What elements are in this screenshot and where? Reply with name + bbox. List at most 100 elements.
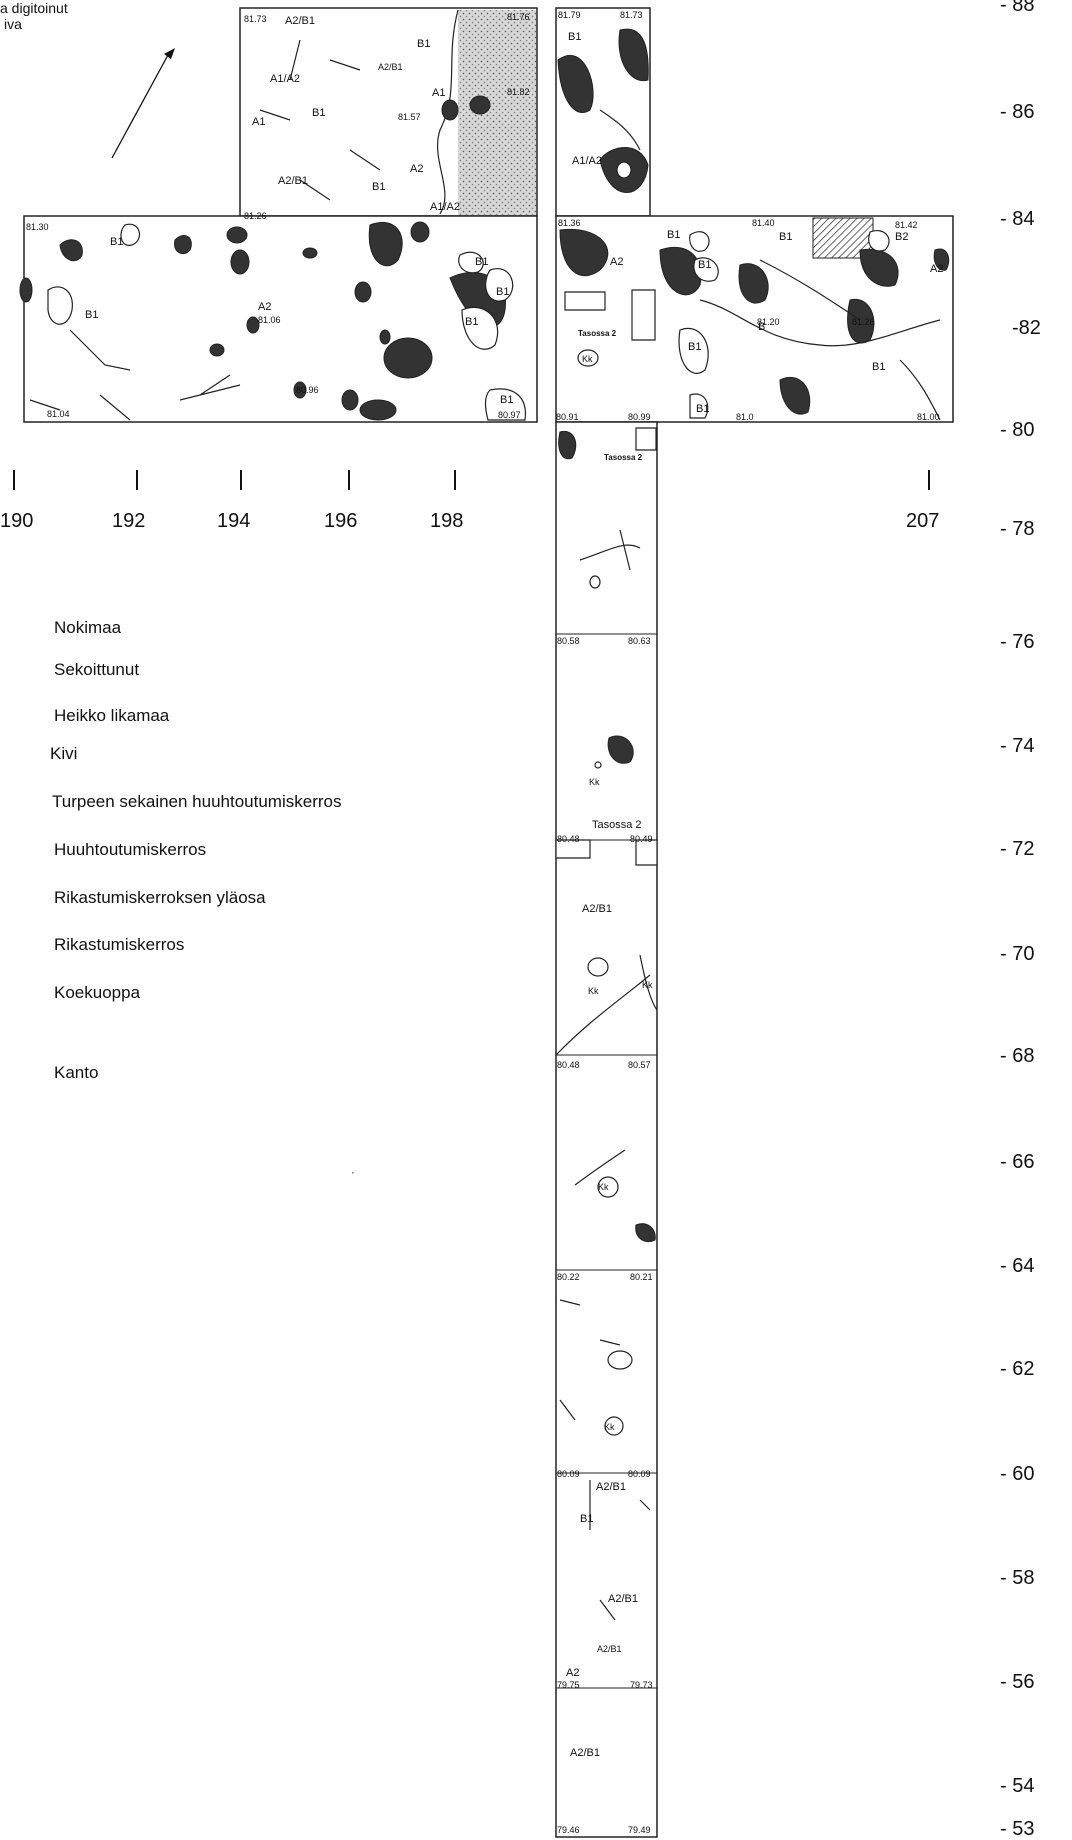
y-tick-label: - 84 [1000,208,1034,230]
map-label: A2/B1 [596,1481,626,1493]
map-label: Kk [642,980,653,990]
map-label: 80.91 [556,412,579,422]
y-tick-label: - 80 [1000,419,1034,441]
map-label: 80.48 [557,1060,580,1070]
y-tick-label: - 54 [1000,1775,1034,1797]
map-label: A2 [410,163,423,175]
map-label: A1 [252,116,265,128]
map-label: B1 [465,316,478,328]
x-tick-label: 194 [217,510,250,532]
map-label: B1 [312,107,325,119]
y-tick-label: - 78 [1000,518,1034,540]
legend-item: Koekuoppa [54,983,141,1002]
map-label: 79.49 [628,1825,651,1835]
y-tick-label: - 76 [1000,631,1034,653]
map-label: A2 [610,256,623,268]
trench-labels: Tasossa 2 80.58 80.63 Kk Tasossa 2 80.48… [557,453,653,1835]
map-label: A2/B1 [278,175,308,187]
map-label: A2/B1 [597,1644,622,1654]
map-label: 81.82 [507,87,530,97]
map-label: 80.96 [296,385,319,395]
map-label: 81.76 [507,12,530,22]
y-tick-label: - 66 [1000,1151,1034,1173]
map-label: A2 [566,1667,579,1679]
legend-item: Heikko likamaa [54,706,170,725]
y-tick-label: - 64 [1000,1255,1034,1277]
map-label: A1/A2 [430,201,460,213]
map-label: 80.63 [628,636,651,646]
map-label: Tasossa 2 [604,453,643,462]
map-label: A2/B1 [608,1593,638,1605]
map-label: 81.57 [398,112,421,122]
map-label: B1 [688,341,701,353]
map-label: A2/B1 [570,1747,600,1759]
y-tick-label: -82 [1012,317,1041,339]
map-label: B1 [475,256,488,268]
legend-item: Kivi [50,744,78,763]
map-label: Kk [598,1182,609,1192]
map-label: Tasossa 2 [592,819,642,831]
map-label: Kk [582,354,593,364]
map-label: 80.57 [628,1060,651,1070]
legend-item: Kanto [54,1063,99,1082]
map-label: 81.30 [26,222,49,232]
map-label: B1 [696,403,709,415]
map-label: 80.09 [557,1469,580,1479]
y-tick-label: - 53 [1000,1818,1034,1840]
left-block-labels: 81.30 B1 B1 A2 81.06 80.96 B1 B1 B1 81.0… [26,222,521,420]
map-label: B2 [895,231,908,243]
top-excavation-block [239,7,538,217]
long-trench [555,421,658,1838]
top-block-labels: 81.73 A2/B1 81.76 B1 A1/A2 A2/B1 A1 81.8… [244,12,530,221]
x-tick-label: 196 [324,510,357,532]
legend-item: Rikastumiskerroksen yläosa [54,888,266,907]
map-caption: a digitoinut iva [0,0,68,32]
legend-item: Turpeen sekainen huuhtoutumiskerros [52,792,342,811]
map-label: 81.36 [558,218,581,228]
y-tick-label: - 88 [1000,0,1034,16]
map-label: 80.97 [498,410,521,420]
map-label: B1 [580,1513,593,1525]
map-label: 81.26 [244,211,267,221]
map-label: B1 [500,394,513,406]
north-arrow-icon [111,48,175,159]
map-label: 80.49 [630,834,653,844]
map-label: B1 [372,181,385,193]
map-label: B1 [568,31,581,43]
map-label: 80.22 [557,1272,580,1282]
map-label: B1 [110,236,123,248]
map-label: 80.99 [628,412,651,422]
map-label: Kk [589,777,600,787]
y-tick-label: - 60 [1000,1463,1034,1485]
map-label: Tasossa 2 [578,329,617,338]
y-tick-label: - 56 [1000,1671,1034,1693]
map-label: 81.40 [752,218,775,228]
map-label: 80.21 [630,1272,653,1282]
y-tick-label: - 72 [1000,838,1034,860]
map-label: A2/B1 [378,62,403,72]
right-excavation-block [555,215,954,423]
map-label: 80.58 [557,636,580,646]
map-label: B1 [85,309,98,321]
map-label: 81.20 [757,317,780,327]
map-label: 80.48 [557,834,580,844]
caption-line-1: a digitoinut [0,0,68,16]
map-label: B1 [667,229,680,241]
map-label: 81.42 [895,220,918,230]
map-label: 81.06 [258,315,281,325]
y-tick-label: - 86 [1000,101,1034,123]
x-tick-label: 192 [112,510,145,532]
map-label: A2 [930,263,943,275]
x-axis: 190 192 194 196 198 207 [0,470,939,532]
map-label: 81.26 [852,317,875,327]
legend-item: Huuhtoutumiskerros [54,840,207,859]
map-label: A2 [258,301,271,313]
legend-item: Nokimaa [54,618,122,637]
map-label: Kk [604,1422,615,1432]
right-block-labels: 81.36 B1 81.40 B1 81.42 B2 A2 B1 A2 Taso… [556,218,943,422]
map-label: 81.00 [917,412,940,422]
map-label: A1/A2 [270,73,300,85]
right-top-piece [555,7,651,217]
map-label: A2/B1 [285,15,315,27]
